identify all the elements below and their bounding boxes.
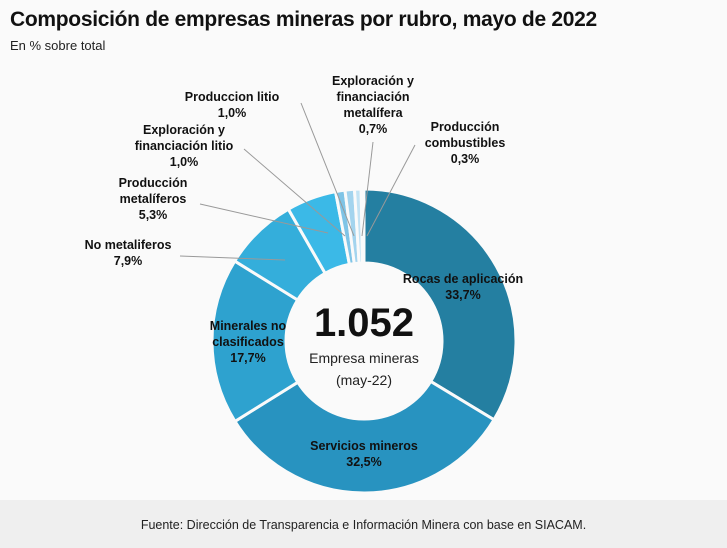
slice-2 — [210, 258, 300, 424]
leader-line-6 — [300, 102, 355, 237]
slice-label-5: Exploración y financiación litio 1,0% — [135, 123, 234, 169]
leader-line-5 — [243, 148, 346, 237]
slice-label-0: Rocas de aplicación 33,7% — [403, 272, 523, 302]
chart-subtitle: En % sobre total — [10, 38, 106, 53]
slice-value-6: 1,0% — [218, 106, 247, 120]
slice-value-0: 33,7% — [445, 288, 480, 302]
center-sublabel: (may-22) — [336, 372, 392, 388]
leader-line-7 — [361, 141, 374, 237]
slice-value-4: 5,3% — [139, 208, 168, 222]
leader-line-8 — [366, 144, 416, 237]
leader-line-4 — [199, 203, 329, 234]
slice-8 — [359, 187, 366, 265]
slice-value-8: 0,3% — [451, 152, 480, 166]
slice-label-3: No metaliferos 7,9% — [85, 238, 172, 268]
slice-value-1: 32,5% — [346, 455, 381, 469]
slice-value-2: 17,7% — [230, 351, 265, 365]
slice-label-8: Producción combustibles 0,3% — [425, 120, 506, 166]
slice-label-6: Produccion litio 1,0% — [185, 90, 280, 120]
slice-label-7: Exploración y financiación metalífera 0,7% — [332, 74, 414, 136]
chart-title: Composición de empresas mineras por rubr… — [10, 8, 597, 31]
center-label: Empresa mineras — [309, 350, 419, 366]
donut-chart: Rocas de aplicación 33,7% Servicios minero… — [85, 74, 523, 495]
slice-label-2: Minerales no clasificados 17,7% — [210, 319, 287, 365]
leader-line-3 — [179, 255, 286, 261]
footer-band — [0, 500, 727, 548]
slice-1 — [232, 379, 497, 495]
slice-value-7: 0,7% — [359, 122, 388, 136]
source-note: Fuente: Dirección de Transparencia e Inf… — [140, 518, 587, 532]
slice-value-5: 1,0% — [170, 155, 199, 169]
center-value: 1.052 — [314, 301, 414, 345]
slice-label-4: Producción metalíferos 5,3% — [119, 176, 188, 222]
slice-0 — [362, 187, 518, 422]
slice-value-3: 7,9% — [114, 254, 143, 268]
slice-label-1: Servicios mineros 32,5% — [310, 439, 418, 469]
